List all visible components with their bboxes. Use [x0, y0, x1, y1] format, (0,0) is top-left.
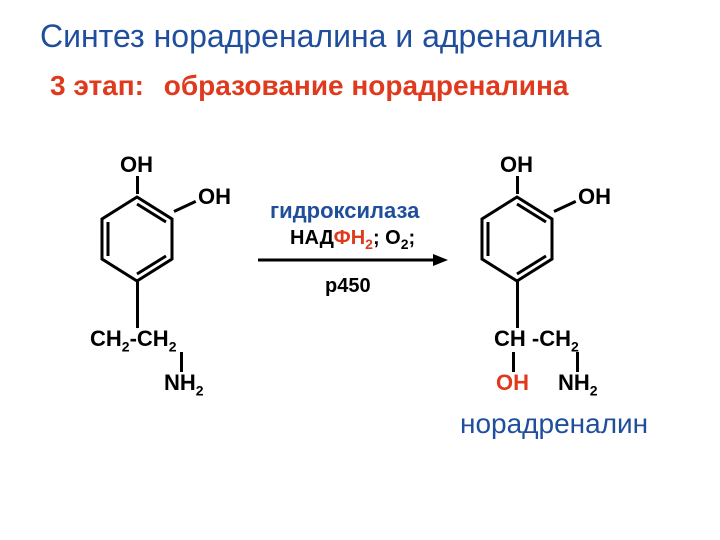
bond: [553, 200, 576, 213]
cof-pre: НАД: [290, 227, 334, 249]
bond: [512, 352, 515, 372]
bond: [173, 200, 196, 213]
product-oh-top: OH: [500, 154, 533, 176]
nh-text: NH: [164, 370, 196, 395]
pchain-ch1: CH: [494, 326, 526, 351]
bond: [516, 176, 519, 194]
bond: [180, 352, 183, 372]
p450-text: р450: [325, 275, 371, 297]
cof-trail: ;: [409, 227, 416, 249]
slide-title: Синтез норадреналина и адреналина: [40, 18, 602, 55]
product-name-label: норадреналин: [460, 408, 648, 440]
product-new-oh: OH: [496, 372, 529, 394]
pchain-ch2: CH: [539, 326, 571, 351]
new-oh-text: OH: [496, 370, 529, 395]
pnh-text: NH: [558, 370, 590, 395]
enzyme-text: гидроксилаза: [270, 198, 419, 223]
bond: [136, 176, 139, 194]
bond: [516, 280, 519, 328]
slide-subtitle: 3 этап: образование норадреналина: [50, 70, 569, 102]
cof-suf: ; О: [373, 227, 401, 249]
chain-sub2: 2: [169, 338, 177, 354]
reaction-arrow: [258, 250, 448, 270]
bond: [576, 352, 579, 372]
cofactor-label: НАДФН2; О2;: [290, 228, 415, 251]
pnh-sub: 2: [590, 382, 598, 398]
cof-hl: ФН: [334, 227, 366, 249]
substrate-chain: CH2-CH2: [90, 328, 176, 353]
chain-dash: -CH: [130, 326, 169, 351]
chain-ch: CH: [90, 326, 122, 351]
substrate-molecule: OH OH CH2-CH2 NH2: [90, 160, 290, 440]
substrate-oh-side: OH: [198, 186, 231, 208]
chain-sub: 2: [122, 338, 130, 354]
benzene-ring: [478, 194, 556, 284]
enzyme-label: гидроксилаза: [270, 200, 419, 222]
product-chain: CH -CH2: [494, 328, 579, 353]
product-name-text: норадреналин: [460, 408, 648, 439]
bond: [136, 280, 139, 328]
title-text: Синтез норадреналина и адреналина: [40, 18, 602, 54]
substrate-nh2: NH2: [164, 372, 204, 397]
benzene-ring: [98, 194, 176, 284]
product-nh2: NH2: [558, 372, 598, 397]
stage-text: образование норадреналина: [164, 70, 569, 101]
stage-label: 3 этап:: [50, 70, 144, 101]
p450-label: р450: [325, 276, 371, 296]
nh-sub: 2: [196, 382, 204, 398]
substrate-oh-top: OH: [120, 154, 153, 176]
product-oh-side: OH: [578, 186, 611, 208]
